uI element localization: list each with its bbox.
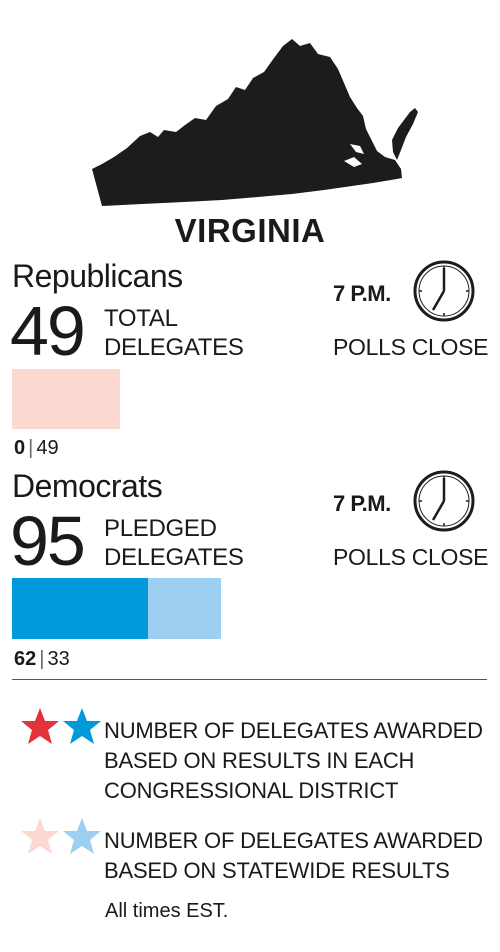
democrats-label: Democrats (12, 468, 163, 504)
republicans-label: Republicans (12, 258, 183, 294)
democrats-delegate-type-line1: PLEDGED (104, 515, 217, 542)
democrats-statewide-count: 33 (47, 648, 70, 670)
time-zone-note: All times EST. (105, 900, 229, 922)
legend-district-line1: NUMBER OF DELEGATES AWARDED (104, 718, 483, 743)
blue-star-icon (63, 708, 101, 744)
republicans-delegate-bar (12, 369, 262, 429)
red-star-icon (21, 708, 59, 744)
clock-icon (413, 470, 475, 532)
democrats-delegate-split: 62 | 33 (14, 648, 70, 670)
democrats-total-delegates: 95 (10, 502, 86, 580)
legend-district-line2: BASED ON RESULTS IN EACH (104, 748, 415, 773)
republicans-district-count: 0 (14, 437, 26, 459)
republicans-poll-time: 7 P.M. (333, 281, 391, 306)
democrats-polls-close: POLLS CLOSE (333, 544, 489, 570)
democrats-delegate-type-line2: DELEGATES (104, 544, 244, 571)
divider (12, 679, 487, 680)
clock-icon (413, 260, 475, 322)
democrats-district-count: 62 (14, 648, 37, 670)
republicans-statewide-bar (12, 369, 120, 429)
legend-statewide-line1: NUMBER OF DELEGATES AWARDED (104, 828, 483, 853)
democrats-statewide-bar (148, 578, 221, 639)
democrats-district-bar (12, 578, 149, 639)
republicans-delegate-split: 0 | 49 (14, 437, 59, 459)
state-title: VIRGINIA (174, 212, 326, 249)
republicans-delegate-type-line2: DELEGATES (104, 334, 244, 361)
republicans-polls-close: POLLS CLOSE (333, 334, 489, 360)
republicans-total-delegates: 49 (10, 292, 86, 370)
light-red-star-icon (21, 818, 59, 854)
republicans-statewide-count: 49 (36, 437, 59, 459)
legend-district-line3: CONGRESSIONAL DISTRICT (104, 778, 399, 803)
legend-statewide-line2: BASED ON STATEWIDE RESULTS (104, 858, 450, 883)
republicans-delegate-type-line1: TOTAL (104, 305, 178, 332)
democrats-poll-time: 7 P.M. (333, 491, 391, 516)
virginia-map-icon (92, 39, 418, 206)
democrats-delegate-bar (12, 578, 262, 639)
light-blue-star-icon (63, 818, 101, 854)
